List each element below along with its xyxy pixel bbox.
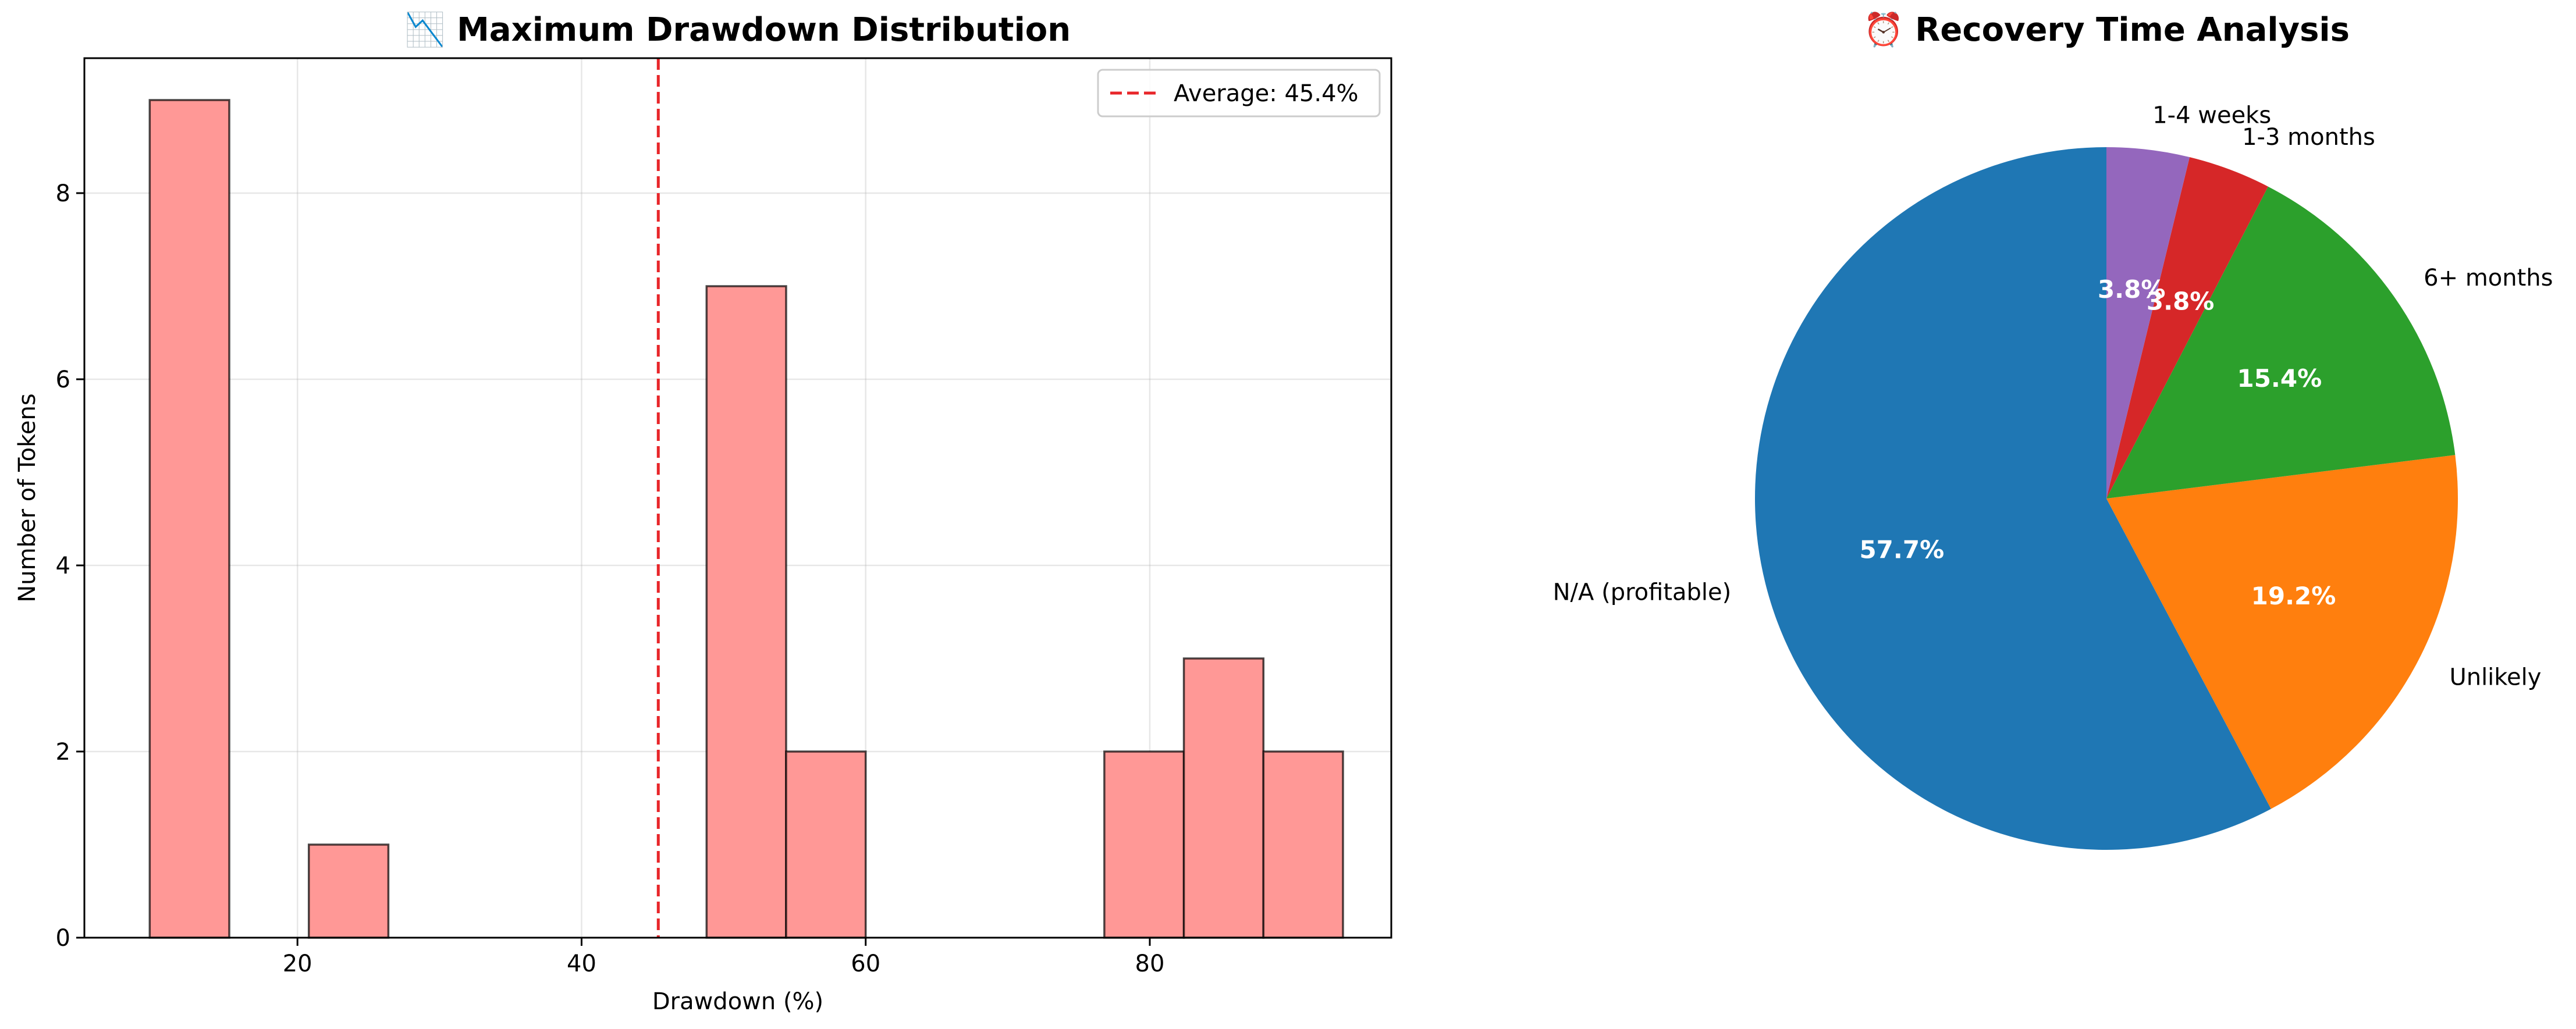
pie-slice bbox=[1755, 147, 2271, 850]
y-axis-label: Number of Tokens bbox=[14, 393, 41, 602]
legend-label: Average: 45.4% bbox=[1174, 80, 1359, 107]
x-tick-label: 40 bbox=[567, 950, 596, 977]
pie-slices bbox=[1755, 147, 2458, 850]
pie-percent-label: 15.4% bbox=[2237, 364, 2322, 393]
pie-category-label: 6+ months bbox=[2424, 265, 2553, 291]
pie-percent-label: 3.8% bbox=[2098, 275, 2165, 304]
histogram-bar bbox=[148, 99, 230, 939]
histogram-plot-frame bbox=[83, 57, 1392, 939]
y-axis-ticks: 0 2 4 6 8 bbox=[56, 180, 84, 952]
recovery-pie-chart: ⏰ Recovery Time Analysis 57.7% 19.2% 15.4%… bbox=[1553, 10, 2553, 850]
pie-category-label: 1-4 weeks bbox=[2152, 102, 2271, 129]
histogram-bars bbox=[148, 99, 1344, 939]
histogram-bar bbox=[1262, 750, 1344, 939]
histogram-bar bbox=[705, 285, 787, 939]
histogram-title: 📉 Maximum Drawdown Distribution bbox=[405, 11, 1071, 49]
pie-category-label: N/A (profitable) bbox=[1553, 579, 1732, 606]
y-tick-label: 2 bbox=[56, 739, 70, 765]
pie-category-labels: N/A (profitable) Unlikely 6+ months 1-3 mon… bbox=[1553, 102, 2553, 690]
y-tick-label: 4 bbox=[56, 553, 70, 579]
drawdown-histogram: 📉 Maximum Drawdown Distribution 20 40 60 80… bbox=[14, 11, 1392, 1015]
x-tick-label: 20 bbox=[283, 950, 312, 977]
pie-slice bbox=[2106, 157, 2268, 499]
pie-slice bbox=[2106, 455, 2458, 809]
x-axis-ticks: 20 40 60 80 bbox=[283, 938, 1165, 977]
pie-percent-labels: 57.7% 19.2% 15.4% 3.8%3.8% bbox=[1859, 275, 2336, 610]
x-tick-label: 60 bbox=[851, 950, 880, 977]
pie-title: ⏰ Recovery Time Analysis bbox=[1863, 10, 2350, 49]
pie-category-label: Unlikely bbox=[2449, 664, 2541, 691]
histogram-bar bbox=[1103, 750, 1185, 939]
pie-percent-label: 57.7% bbox=[1859, 535, 1944, 564]
pie-slice bbox=[2106, 147, 2190, 499]
histogram-bar bbox=[1182, 657, 1265, 939]
histogram-bar bbox=[307, 843, 390, 939]
pie-category-label: 1-3 months bbox=[2242, 124, 2375, 151]
histogram-bar bbox=[785, 750, 867, 939]
y-tick-label: 8 bbox=[56, 180, 70, 207]
legend-box bbox=[1097, 69, 1381, 118]
y-tick-label: 6 bbox=[56, 366, 70, 393]
y-tick-label: 0 bbox=[56, 925, 70, 952]
pie-slice bbox=[2106, 186, 2456, 499]
x-tick-label: 80 bbox=[1135, 950, 1165, 977]
x-axis-label: Drawdown (%) bbox=[652, 988, 823, 1015]
pie-percent-label: 3.8% bbox=[2147, 287, 2214, 316]
pie-percent-label: 19.2% bbox=[2251, 582, 2336, 610]
histogram-legend: Average: 45.4% bbox=[1097, 69, 1381, 118]
